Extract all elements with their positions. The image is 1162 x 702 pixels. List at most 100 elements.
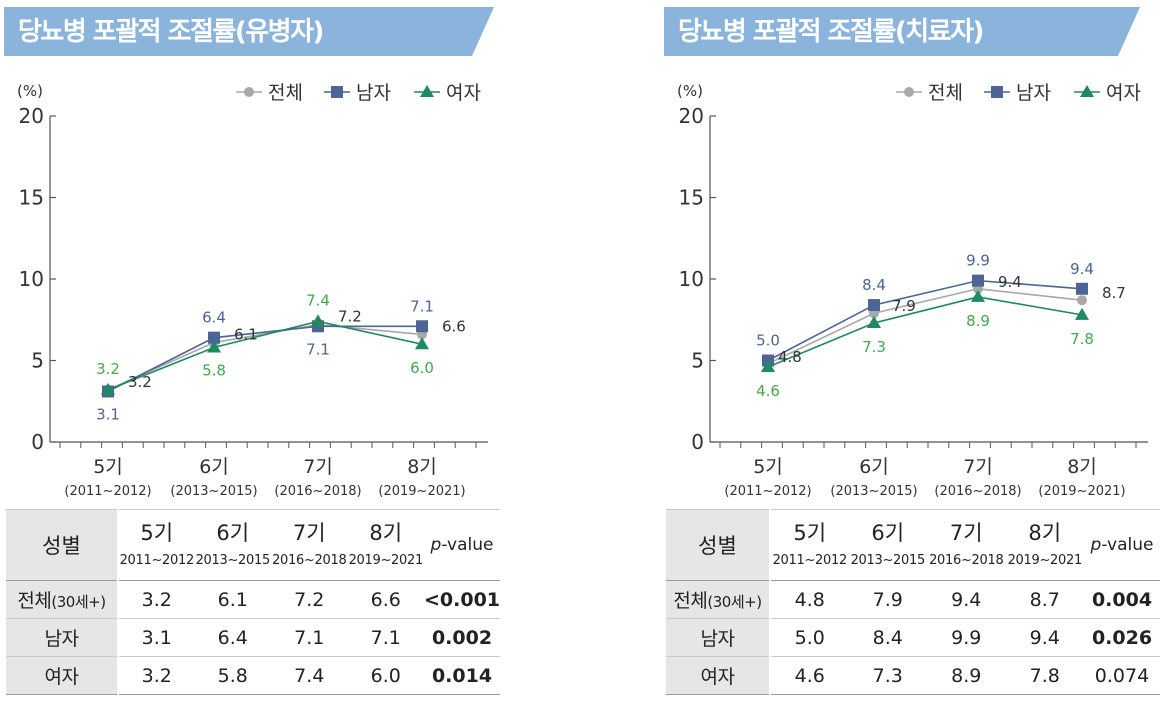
series-line-2 — [767, 296, 1083, 368]
table-cell: 3.1 — [118, 618, 195, 657]
row-label-text: 전체 — [17, 590, 52, 612]
data-label: 7.4 — [306, 291, 330, 309]
table-cell: 9.9 — [927, 618, 1006, 657]
series-line-1 — [767, 279, 1083, 362]
pvalue-cell: 0.014 — [424, 656, 500, 695]
legend-label: 여자 — [446, 82, 481, 104]
data-point-triangle — [867, 316, 881, 329]
x-tick-period: (2013~2015) — [170, 484, 257, 499]
data-label: 9.4 — [1070, 260, 1094, 278]
period-years: 2016~2018 — [272, 553, 347, 568]
period-name: 6기 — [871, 521, 905, 545]
x-tick-label: 6기 — [199, 456, 229, 478]
data-point-triangle — [311, 314, 325, 327]
table-cell: 7.8 — [1005, 656, 1084, 695]
period-header: 6기 2013~2015 — [848, 509, 927, 581]
data-point-square — [972, 274, 984, 287]
row-label: 남자 — [6, 618, 119, 657]
data-point-triangle — [971, 289, 985, 302]
series-line-1 — [107, 325, 422, 393]
row-label: 남자 — [666, 618, 771, 657]
row-label-age: (30세+) — [707, 593, 762, 611]
period-name: 5기 — [140, 521, 174, 545]
data-label: 6.0 — [410, 359, 434, 377]
pvalue-cell: 0.026 — [1084, 618, 1160, 657]
data-point-square — [868, 299, 880, 312]
table-header-row: 성별 5기 2011~2012 6기 2013~2015 7기 2016~2018 8… — [6, 509, 500, 581]
data-label: 7.1 — [410, 297, 434, 315]
x-tick-period: (2019~2021) — [378, 484, 465, 499]
data-table: 성별 5기 2011~2012 6기 2013~2015 7기 2016~2018 8… — [666, 509, 1160, 695]
row-label-text: 남자 — [44, 628, 79, 650]
data-point-triangle — [1075, 307, 1089, 320]
y-tick-label: 5 — [31, 349, 44, 373]
table-cell: 5.8 — [194, 656, 271, 695]
y-tick-label: 20 — [679, 104, 704, 128]
period-years: 2019~2021 — [1007, 553, 1083, 568]
data-label: 4.8 — [778, 348, 802, 366]
y-tick-label: 20 — [19, 104, 44, 128]
y-tick-label: 0 — [691, 430, 704, 454]
banner-background — [4, 7, 494, 56]
x-tick-period: (2011~2012) — [724, 484, 811, 499]
sex-header: 성별 — [666, 509, 771, 581]
period-years: 2013~2015 — [850, 553, 926, 568]
table-header-row: 성별 5기 2011~2012 6기 2013~2015 7기 2016~2018 8… — [666, 509, 1160, 581]
table-cell: 3.2 — [118, 656, 195, 695]
data-label: 7.2 — [338, 308, 362, 326]
period-header: 8기 2019~2021 — [347, 509, 424, 581]
legend-label: 남자 — [1016, 82, 1051, 104]
data-point-circle — [1077, 295, 1087, 306]
legend-label: 여자 — [1106, 82, 1141, 104]
data-table: 성별 5기 2011~2012 6기 2013~2015 7기 2016~2018 8… — [6, 509, 500, 695]
period-header: 5기 2011~2012 — [118, 509, 195, 581]
data-label: 3.2 — [128, 373, 152, 391]
data-label: 7.1 — [306, 340, 330, 358]
legend-square-icon — [331, 86, 343, 98]
data-label: 3.2 — [96, 360, 120, 378]
data-label: 7.3 — [862, 338, 886, 356]
line-chart: (%) 0 5 10 15 20 5기 (2011~2012) 6기 (2013~2015) 7기 (… — [17, 82, 488, 499]
table-row: 전체(30세+) 4.8 7.9 9.4 8.7 0.004 — [666, 580, 1160, 619]
period-name: 8기 — [369, 521, 403, 545]
period-years: 2011~2012 — [119, 553, 195, 568]
period-years: 2019~2021 — [348, 553, 424, 568]
pvalue-cell: 0.002 — [424, 618, 500, 657]
series-line-2 — [107, 320, 423, 391]
data-label: 4.6 — [756, 382, 780, 400]
x-tick-period: (2016~2018) — [934, 484, 1021, 499]
x-tick-period: (2019~2021) — [1038, 484, 1125, 499]
y-tick-label: 15 — [19, 186, 44, 210]
table-cell: 6.6 — [347, 580, 424, 619]
period-name: 8기 — [1028, 521, 1062, 545]
period-header: 7기 2016~2018 — [927, 509, 1006, 581]
period-name: 7기 — [292, 521, 326, 545]
data-label: 6.1 — [234, 326, 258, 344]
x-tick-label: 7기 — [303, 456, 333, 478]
table-row: 여자 4.6 7.3 8.9 7.8 0.074 — [666, 656, 1160, 695]
x-tick-label: 7기 — [963, 456, 993, 478]
data-label: 8.4 — [862, 276, 886, 294]
row-label-text: 전체 — [673, 590, 708, 612]
y-tick-label: 5 — [691, 349, 704, 373]
data-point-triangle — [101, 382, 115, 395]
table-cell: 8.9 — [927, 656, 1006, 695]
table-cell: 8.7 — [1005, 580, 1084, 619]
data-point-square — [1076, 282, 1088, 295]
pvalue-italic-p: p — [1090, 535, 1102, 555]
period-years: 2016~2018 — [929, 553, 1004, 568]
pvalue-cell: <0.001 — [424, 580, 500, 619]
row-label-age: (30세+) — [51, 593, 106, 611]
pvalue-label: -value — [441, 535, 494, 555]
row-label-text: 여자 — [44, 666, 79, 688]
table-cell: 7.9 — [848, 580, 927, 619]
table-cell: 6.1 — [194, 580, 271, 619]
x-tick-label: 8기 — [1067, 456, 1097, 478]
sex-header: 성별 — [6, 509, 119, 581]
data-label: 9.4 — [998, 273, 1022, 291]
line-chart: (%) 0 5 10 15 20 5기 (2011~2012) 6기 (2013~2015) 7기 (… — [677, 82, 1148, 499]
legend-label: 남자 — [356, 82, 391, 104]
period-header: 6기 2013~2015 — [194, 509, 271, 581]
table-cell: 7.3 — [848, 656, 927, 695]
y-tick-label: 15 — [679, 186, 704, 210]
